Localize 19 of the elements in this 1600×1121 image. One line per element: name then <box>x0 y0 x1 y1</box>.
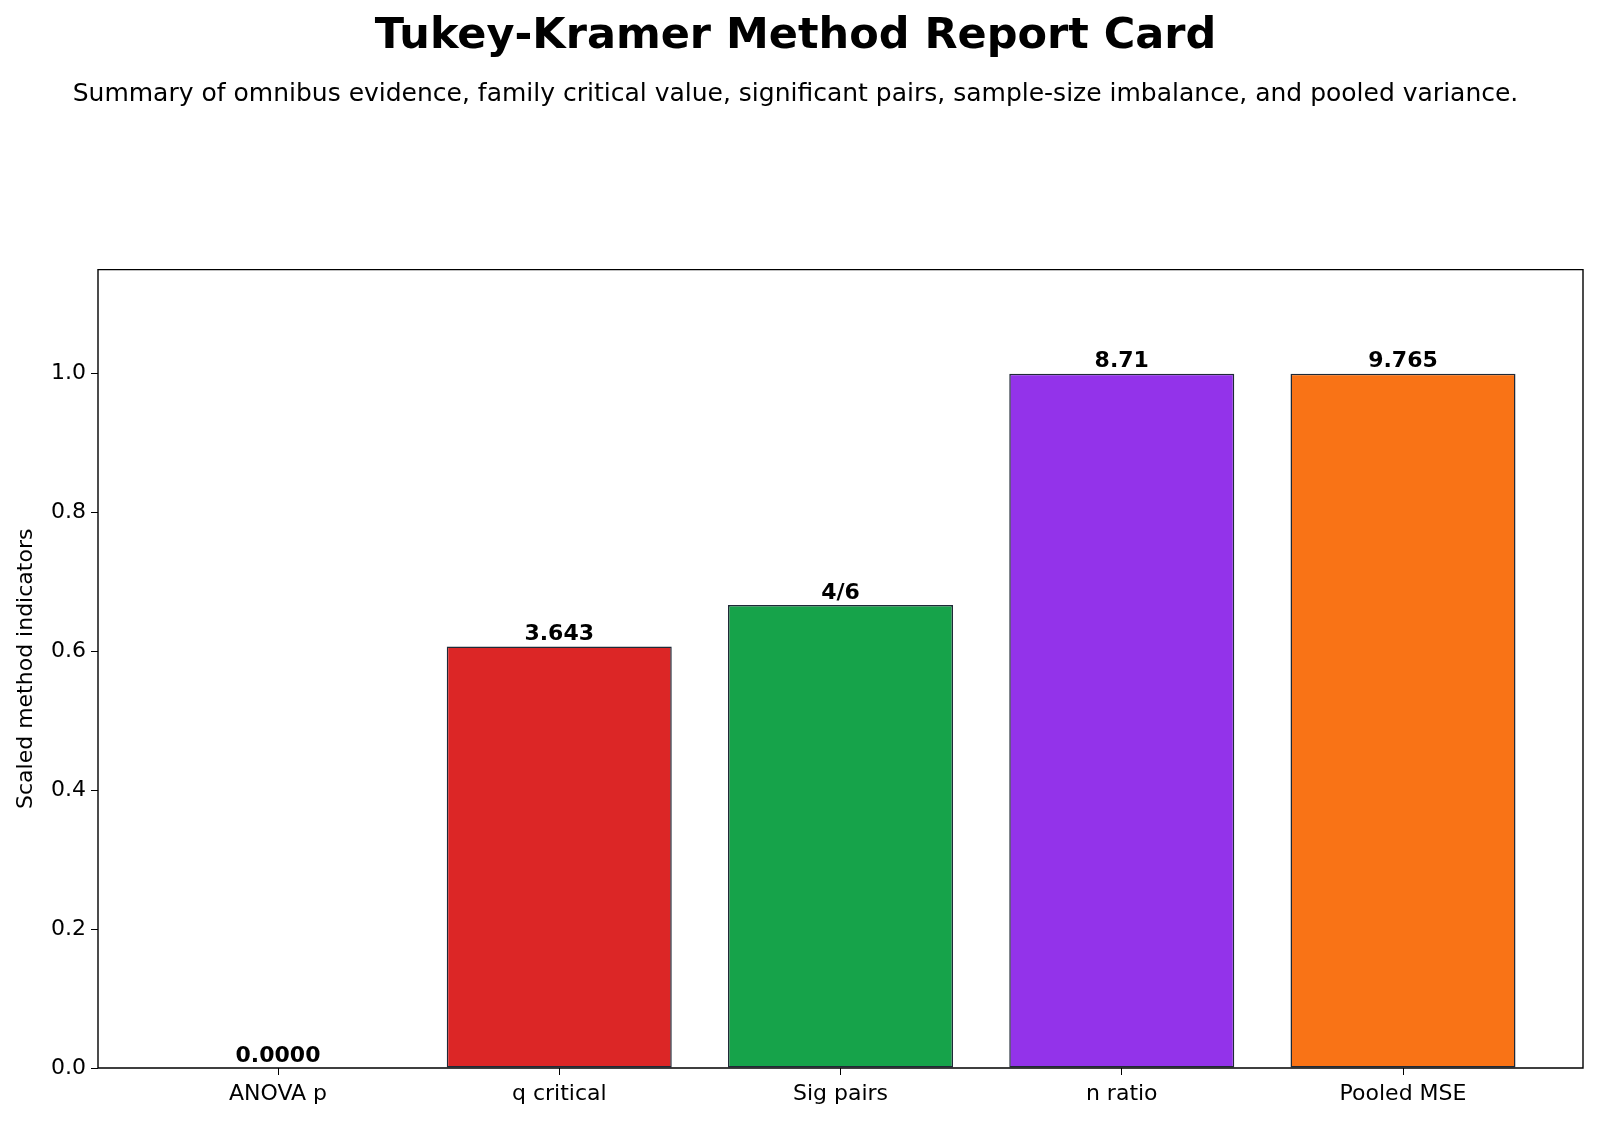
x-tick-label: n ratio <box>1085 1079 1158 1105</box>
annotation: 9.765 <box>1368 347 1438 373</box>
y-tick-label: 0.2 <box>51 914 86 940</box>
annotation: 3.643 <box>524 620 595 646</box>
annotation: 4/6 <box>821 578 860 604</box>
chart-subtitle: Summary of omnibus evidence, family critical value, significant pairs, sample-size imbalance, and pooled variance. <box>72 78 1519 108</box>
annotation: 8.71 <box>1094 347 1149 373</box>
x-tick-label: q critical <box>511 1079 607 1105</box>
chart-title: Tukey-Kramer Method Report Card <box>374 7 1217 58</box>
y-tick-label: 0.0 <box>51 1053 86 1079</box>
y-tick-label: 0.6 <box>51 637 86 663</box>
annotation: 0.0000 <box>235 1041 321 1067</box>
y-axis-title: Scaled method indicators <box>11 528 37 809</box>
y-tick-label: 0.8 <box>51 498 86 524</box>
x-tick-label: Sig pairs <box>792 1079 889 1105</box>
y-tick-label: 0.4 <box>51 776 86 802</box>
x-tick-label: Pooled MSE <box>1339 1079 1467 1105</box>
x-tick-label: ANOVA p <box>228 1079 328 1105</box>
y-tick-label: 1.0 <box>51 359 86 385</box>
